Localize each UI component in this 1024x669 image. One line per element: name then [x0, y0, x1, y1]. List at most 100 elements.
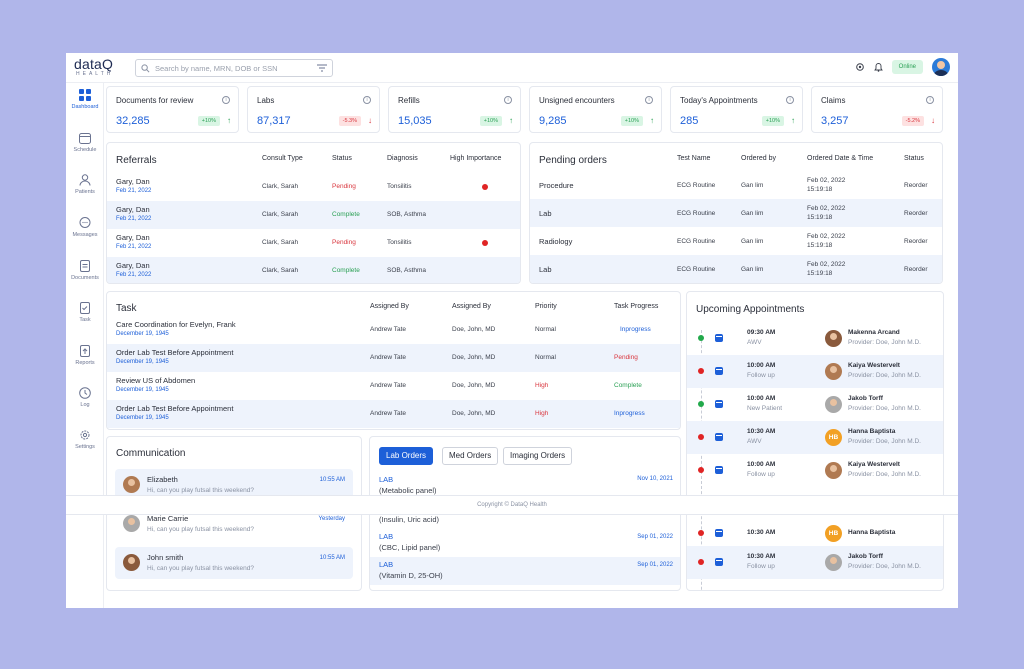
stat-value: 285	[680, 115, 699, 127]
nav-messages[interactable]: Messages	[66, 217, 104, 238]
filter-icon[interactable]	[317, 64, 327, 72]
info-icon[interactable]: i	[222, 96, 230, 104]
message-item[interactable]: Marie Carrie Hi, can you play futsal thi…	[115, 508, 353, 540]
appointment-time: 09:30 AM	[747, 329, 776, 336]
appointment-row[interactable]: 10:30 AM HB Hanna Baptista	[687, 517, 943, 550]
reorder-link[interactable]: Reorder	[904, 238, 928, 245]
stat-card-labs[interactable]: Labs i 87,317 -5.3% ↓	[247, 86, 380, 133]
provider-name: Provider: Doe, John M.D.	[848, 372, 921, 379]
appointment-row[interactable]: 10:00 AM New Patient Jakob Torff Provide…	[687, 388, 943, 421]
appointment-row[interactable]: 10:00 AM Follow up Kaiya Westervelt Prov…	[687, 355, 943, 388]
order-label: LAB	[379, 532, 394, 541]
nav-dashboard[interactable]: Dashboard	[66, 89, 104, 110]
table-row[interactable]: Lab ECG Routine Gan lim Feb 02, 2022 15:…	[530, 255, 942, 283]
tab-imaging-orders[interactable]: Imaging Orders	[503, 447, 573, 465]
patient-name: Hanna Baptista	[848, 428, 896, 435]
tab-lab-orders[interactable]: Lab Orders	[379, 447, 434, 465]
ordered-time: 15:19:18	[807, 214, 833, 221]
nav-settings[interactable]: Settings	[66, 429, 104, 450]
patient-name: Kaiya Westervelt	[848, 362, 900, 369]
info-icon[interactable]: i	[786, 96, 794, 104]
nav-documents[interactable]: Documents	[66, 260, 104, 281]
provider-name: Provider: Doe, John M.D.	[848, 471, 921, 478]
settings-icon[interactable]	[855, 62, 865, 72]
nav-log[interactable]: Log	[66, 387, 104, 408]
bell-icon[interactable]	[873, 62, 883, 72]
order-type: Radiology	[539, 237, 573, 246]
stat-card-refills[interactable]: Refills i 15,035 +10% ↑	[388, 86, 521, 133]
task-name: Order Lab Test Before Appointment	[116, 348, 234, 357]
order-row[interactable]: LAB (Vitamin D, 25-OH) Sep 01, 2022	[370, 557, 680, 585]
reorder-link[interactable]: Reorder	[904, 266, 928, 273]
calendar-icon	[715, 400, 723, 408]
table-row[interactable]: Review US of Abdomen December 19, 1945 A…	[107, 372, 680, 400]
order-detail: (Insulin, Uric acid)	[379, 515, 440, 524]
stat-delta: +10%	[479, 116, 502, 126]
table-row[interactable]: Radiology ECG Routine Gan lim Feb 02, 20…	[530, 227, 942, 255]
table-row[interactable]: Gary, Dan Feb 21, 2022 Clark, Sarah Comp…	[107, 257, 520, 283]
stat-card-documents[interactable]: Documents for review i 32,285 +10% ↑	[106, 86, 239, 133]
logo: dataQ HEALTH	[74, 57, 124, 77]
nav-patients-label: Patients	[75, 189, 95, 195]
ordered-by: Gan lim	[741, 210, 764, 217]
user-icon	[79, 174, 91, 186]
task-name: Care Coordination for Evelyn, Frank	[116, 320, 236, 329]
nav-task[interactable]: Task	[66, 302, 104, 323]
table-row[interactable]: Gary, Dan Feb 21, 2022 Clark, Sarah Pend…	[107, 173, 520, 201]
nav-dashboard-label: Dashboard	[71, 104, 99, 110]
appointment-row[interactable]: 10:30 AM AWV HB Hanna Baptista Provider:…	[687, 421, 943, 454]
info-icon[interactable]: i	[926, 96, 934, 104]
sidebar: Dashboard Schedule Patients Messages Doc…	[66, 83, 104, 608]
task-date: December 19, 1945	[116, 331, 169, 337]
stat-card-unsigned-encounters[interactable]: Unsigned encounters i 9,285 +10% ↑	[529, 86, 662, 133]
top-bar: dataQ HEALTH Search by name, MRN, DOB or…	[66, 53, 958, 83]
info-icon[interactable]: i	[645, 96, 653, 104]
table-row[interactable]: Order Lab Test Before Appointment Decemb…	[107, 400, 680, 428]
message-item[interactable]: John smith Hi, can you play futsal this …	[115, 547, 353, 579]
nav-documents-label: Documents	[71, 275, 99, 281]
tab-med-orders[interactable]: Med Orders	[442, 447, 499, 465]
appointment-type: AWV	[747, 339, 762, 346]
appointment-row[interactable]: 10:00 AM Follow up Kaiya Westervelt Prov…	[687, 454, 943, 487]
appointment-row[interactable]: 10:30 AM Follow up Jakob Torff Provider:…	[687, 546, 943, 579]
appointment-row[interactable]: 09:30 AM AWV Makenna Arcand Provider: Do…	[687, 322, 943, 355]
status-dot	[698, 530, 704, 536]
table-row[interactable]: Order Lab Test Before Appointment Decemb…	[107, 344, 680, 372]
order-row[interactable]: LAB (Metabolic panel) Nov 10, 2021	[370, 471, 680, 499]
stat-card-claims[interactable]: Claims i 3,257 -5.2% ↓	[811, 86, 943, 133]
appointment-time: 10:00 AM	[747, 362, 776, 369]
patient-name: Kaiya Westervelt	[848, 461, 900, 468]
column-header: Task Progress	[614, 303, 659, 310]
pending-orders-panel: Pending orders Test Name Ordered by Orde…	[529, 142, 943, 284]
order-row[interactable]: (Insulin, Uric acid)	[370, 509, 680, 537]
info-icon[interactable]: i	[363, 96, 371, 104]
user-avatar[interactable]	[932, 58, 950, 76]
table-row[interactable]: Procedure ECG Routine Gan lim Feb 02, 20…	[530, 171, 942, 199]
reorder-link[interactable]: Reorder	[904, 210, 928, 217]
search-input[interactable]: Search by name, MRN, DOB or SSN	[135, 59, 333, 77]
reorder-link[interactable]: Reorder	[904, 182, 928, 189]
stat-card-appointments[interactable]: Today's Appointments i 285 +10% ↑	[670, 86, 803, 133]
info-icon[interactable]: i	[504, 96, 512, 104]
stat-value: 15,035	[398, 115, 432, 127]
patient-name: Hanna Baptista	[848, 529, 896, 536]
logo-subtext: HEALTH	[76, 71, 114, 77]
stat-value: 87,317	[257, 115, 291, 127]
nav-schedule[interactable]: Schedule	[66, 132, 104, 153]
nav-reports[interactable]: Reports	[66, 345, 104, 366]
table-row[interactable]: Lab ECG Routine Gan lim Feb 02, 2022 15:…	[530, 199, 942, 227]
nav-patients[interactable]: Patients	[66, 174, 104, 195]
table-row[interactable]: Gary, Dan Feb 21, 2022 Clark, Sarah Comp…	[107, 201, 520, 229]
task-date: December 19, 1945	[116, 387, 169, 393]
table-row[interactable]: Care Coordination for Evelyn, Frank Dece…	[107, 316, 680, 344]
appointment-time: 10:00 AM	[747, 395, 776, 402]
order-date: Nov 10, 2021	[637, 476, 673, 482]
logo-text: dataQ	[74, 56, 114, 72]
order-row[interactable]: LAB (CBC, Lipid panel) Sep 01, 2022	[370, 529, 680, 557]
high-importance-indicator	[482, 240, 488, 246]
table-row[interactable]: Gary, Dan Feb 21, 2022 Clark, Sarah Pend…	[107, 229, 520, 257]
ordered-by: Gan lim	[741, 266, 764, 273]
stat-delta: +10%	[620, 116, 643, 126]
appointment-type: Follow up	[747, 471, 775, 478]
referral-date: Feb 21, 2022	[116, 272, 152, 278]
